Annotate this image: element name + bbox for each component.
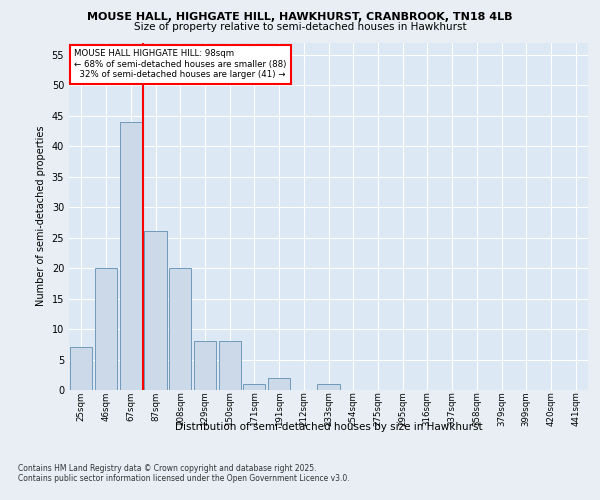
Y-axis label: Number of semi-detached properties: Number of semi-detached properties <box>36 126 46 306</box>
Text: Contains public sector information licensed under the Open Government Licence v3: Contains public sector information licen… <box>18 474 350 483</box>
Bar <box>194 341 216 390</box>
Bar <box>70 348 92 390</box>
Bar <box>243 384 265 390</box>
Text: MOUSE HALL HIGHGATE HILL: 98sqm
← 68% of semi-detached houses are smaller (88)
 : MOUSE HALL HIGHGATE HILL: 98sqm ← 68% of… <box>74 50 287 80</box>
Text: Contains HM Land Registry data © Crown copyright and database right 2025.: Contains HM Land Registry data © Crown c… <box>18 464 317 473</box>
Bar <box>169 268 191 390</box>
Text: MOUSE HALL, HIGHGATE HILL, HAWKHURST, CRANBROOK, TN18 4LB: MOUSE HALL, HIGHGATE HILL, HAWKHURST, CR… <box>87 12 513 22</box>
Bar <box>119 122 142 390</box>
Bar <box>268 378 290 390</box>
Bar <box>145 232 167 390</box>
Text: Size of property relative to semi-detached houses in Hawkhurst: Size of property relative to semi-detach… <box>134 22 466 32</box>
Bar <box>95 268 117 390</box>
Bar <box>218 341 241 390</box>
Text: Distribution of semi-detached houses by size in Hawkhurst: Distribution of semi-detached houses by … <box>175 422 482 432</box>
Bar <box>317 384 340 390</box>
